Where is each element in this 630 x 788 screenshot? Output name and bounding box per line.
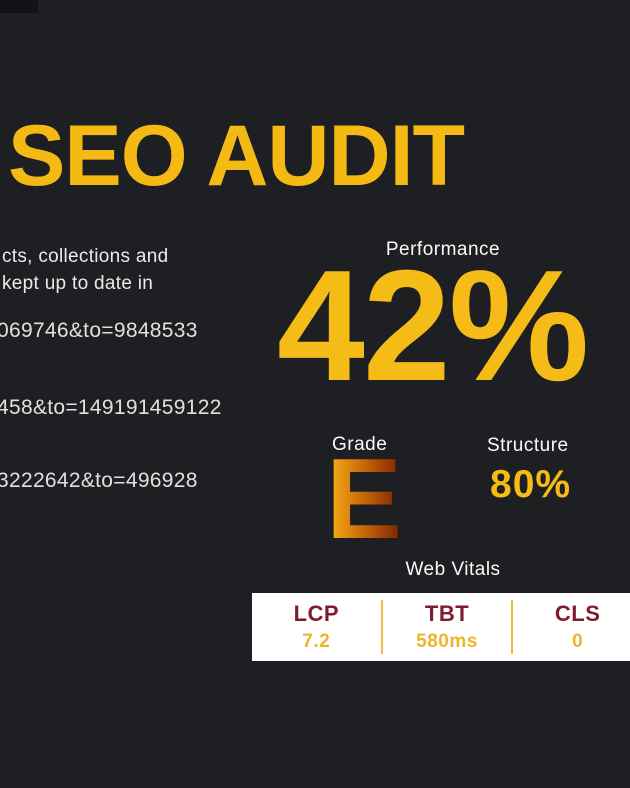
url-fragment: 3222642&to=496928 (0, 469, 198, 492)
column-divider (380, 600, 383, 654)
column-divider (511, 600, 514, 654)
grade-value: E (326, 436, 403, 563)
web-vitals-column-tbt: TBT 580ms (383, 593, 512, 661)
metric-name: CLS (554, 601, 601, 627)
metric-name: LCP (293, 601, 340, 627)
structure-score: 80% (490, 463, 572, 506)
structure-label: Structure (487, 435, 569, 456)
page-title: SEO AUDIT (8, 107, 465, 204)
metric-value: 7.2 (302, 630, 331, 652)
web-vitals-column-lcp: LCP 7.2 (252, 593, 381, 661)
web-vitals-title: Web Vitals (405, 559, 501, 580)
intro-line: kept up to date in (2, 273, 154, 294)
intro-text: cts, collections and kept up to date in (2, 243, 169, 297)
metric-value: 0 (572, 630, 584, 652)
metric-value: 580ms (416, 630, 478, 652)
performance-score: 42% (277, 238, 589, 414)
corner-accent-rect (0, 0, 38, 13)
intro-line: cts, collections and (2, 246, 169, 267)
url-fragment: 458&to=149191459122 (0, 396, 222, 419)
url-fragment: 069746&to=9848533 (0, 319, 198, 342)
web-vitals-column-cls: CLS 0 (513, 593, 630, 661)
web-vitals-table: LCP 7.2 TBT 580ms CLS 0 (252, 593, 630, 661)
performance-label: Performance (385, 239, 501, 260)
grade-label: Grade (332, 434, 387, 456)
metric-name: TBT (424, 601, 470, 627)
